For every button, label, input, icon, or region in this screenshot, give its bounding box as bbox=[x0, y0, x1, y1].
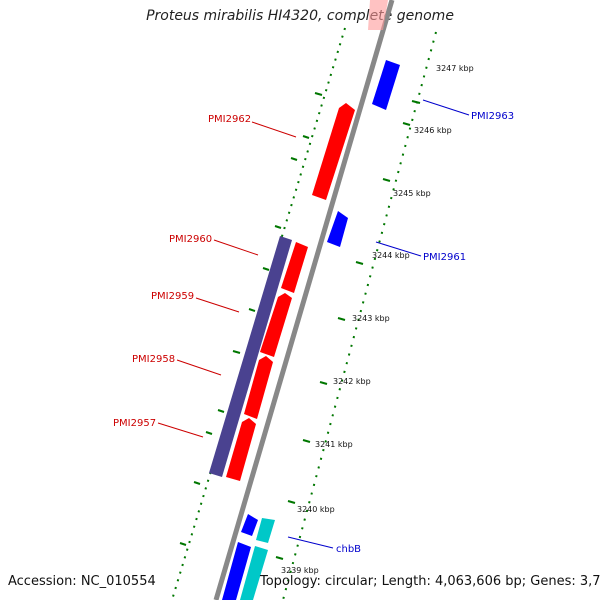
gene-chbb[interactable] bbox=[256, 518, 275, 543]
gene-pmi2962-top[interactable] bbox=[368, 0, 388, 30]
scale-tick-3245: 3245 kbp bbox=[393, 189, 431, 198]
gene-operon-block[interactable] bbox=[209, 236, 292, 477]
accession-label: Accession: NC_010554 bbox=[8, 574, 156, 589]
scale-tick-3243: 3243 kbp bbox=[352, 314, 390, 323]
scale-tick-3244: 3244 kbp bbox=[372, 251, 410, 260]
label-pmi2959: PMI2959 bbox=[151, 291, 194, 302]
genome-backbone bbox=[213, 0, 395, 600]
gene-pmi2963[interactable] bbox=[372, 60, 400, 110]
connector-pmi2957 bbox=[157, 422, 204, 438]
gc-track-outer bbox=[171, 27, 346, 600]
scale-tick-3242: 3242 kbp bbox=[333, 377, 371, 386]
label-pmi2963: PMI2963 bbox=[471, 111, 514, 122]
connector-pmi2961 bbox=[375, 241, 422, 257]
scale-tick-3241: 3241 kbp bbox=[315, 440, 353, 449]
label-pmi2961: PMI2961 bbox=[423, 252, 466, 263]
gene-pmi2960[interactable] bbox=[281, 242, 308, 293]
gc-skew-marks bbox=[179, 92, 421, 560]
gene-pmi2959[interactable] bbox=[260, 293, 292, 357]
connector-pmi2958 bbox=[176, 359, 222, 376]
scale-tick-3246: 3246 kbp bbox=[414, 126, 452, 135]
gene-pmi2958[interactable] bbox=[244, 356, 273, 419]
gene-chbb-small[interactable] bbox=[241, 514, 258, 536]
connector-pmi2960 bbox=[213, 239, 259, 256]
connector-pmi2959 bbox=[195, 297, 240, 313]
label-pmi2960: PMI2960 bbox=[169, 234, 212, 245]
gene-blue-bottom[interactable] bbox=[222, 542, 251, 600]
connector-pmi2963 bbox=[422, 99, 470, 116]
label-pmi2958: PMI2958 bbox=[132, 354, 175, 365]
gene-pmi2962[interactable] bbox=[312, 103, 355, 200]
gene-pmi2957[interactable] bbox=[226, 418, 256, 481]
connector-chbb bbox=[287, 536, 334, 549]
topology-label: Topology: circular; Length: 4,063,606 bp… bbox=[260, 574, 600, 589]
label-chbb: chbB bbox=[336, 544, 361, 555]
gene-cyan-bottom[interactable] bbox=[240, 546, 268, 600]
scale-tick-3239: 3239 kbp bbox=[281, 566, 319, 575]
label-pmi2957: PMI2957 bbox=[113, 418, 156, 429]
label-pmi2962: PMI2962 bbox=[208, 114, 251, 125]
gene-pmi2961[interactable] bbox=[327, 211, 348, 247]
connector-pmi2962 bbox=[251, 121, 297, 138]
scale-tick-3240: 3240 kbp bbox=[297, 505, 335, 514]
scale-tick-3247: 3247 kbp bbox=[436, 64, 474, 73]
